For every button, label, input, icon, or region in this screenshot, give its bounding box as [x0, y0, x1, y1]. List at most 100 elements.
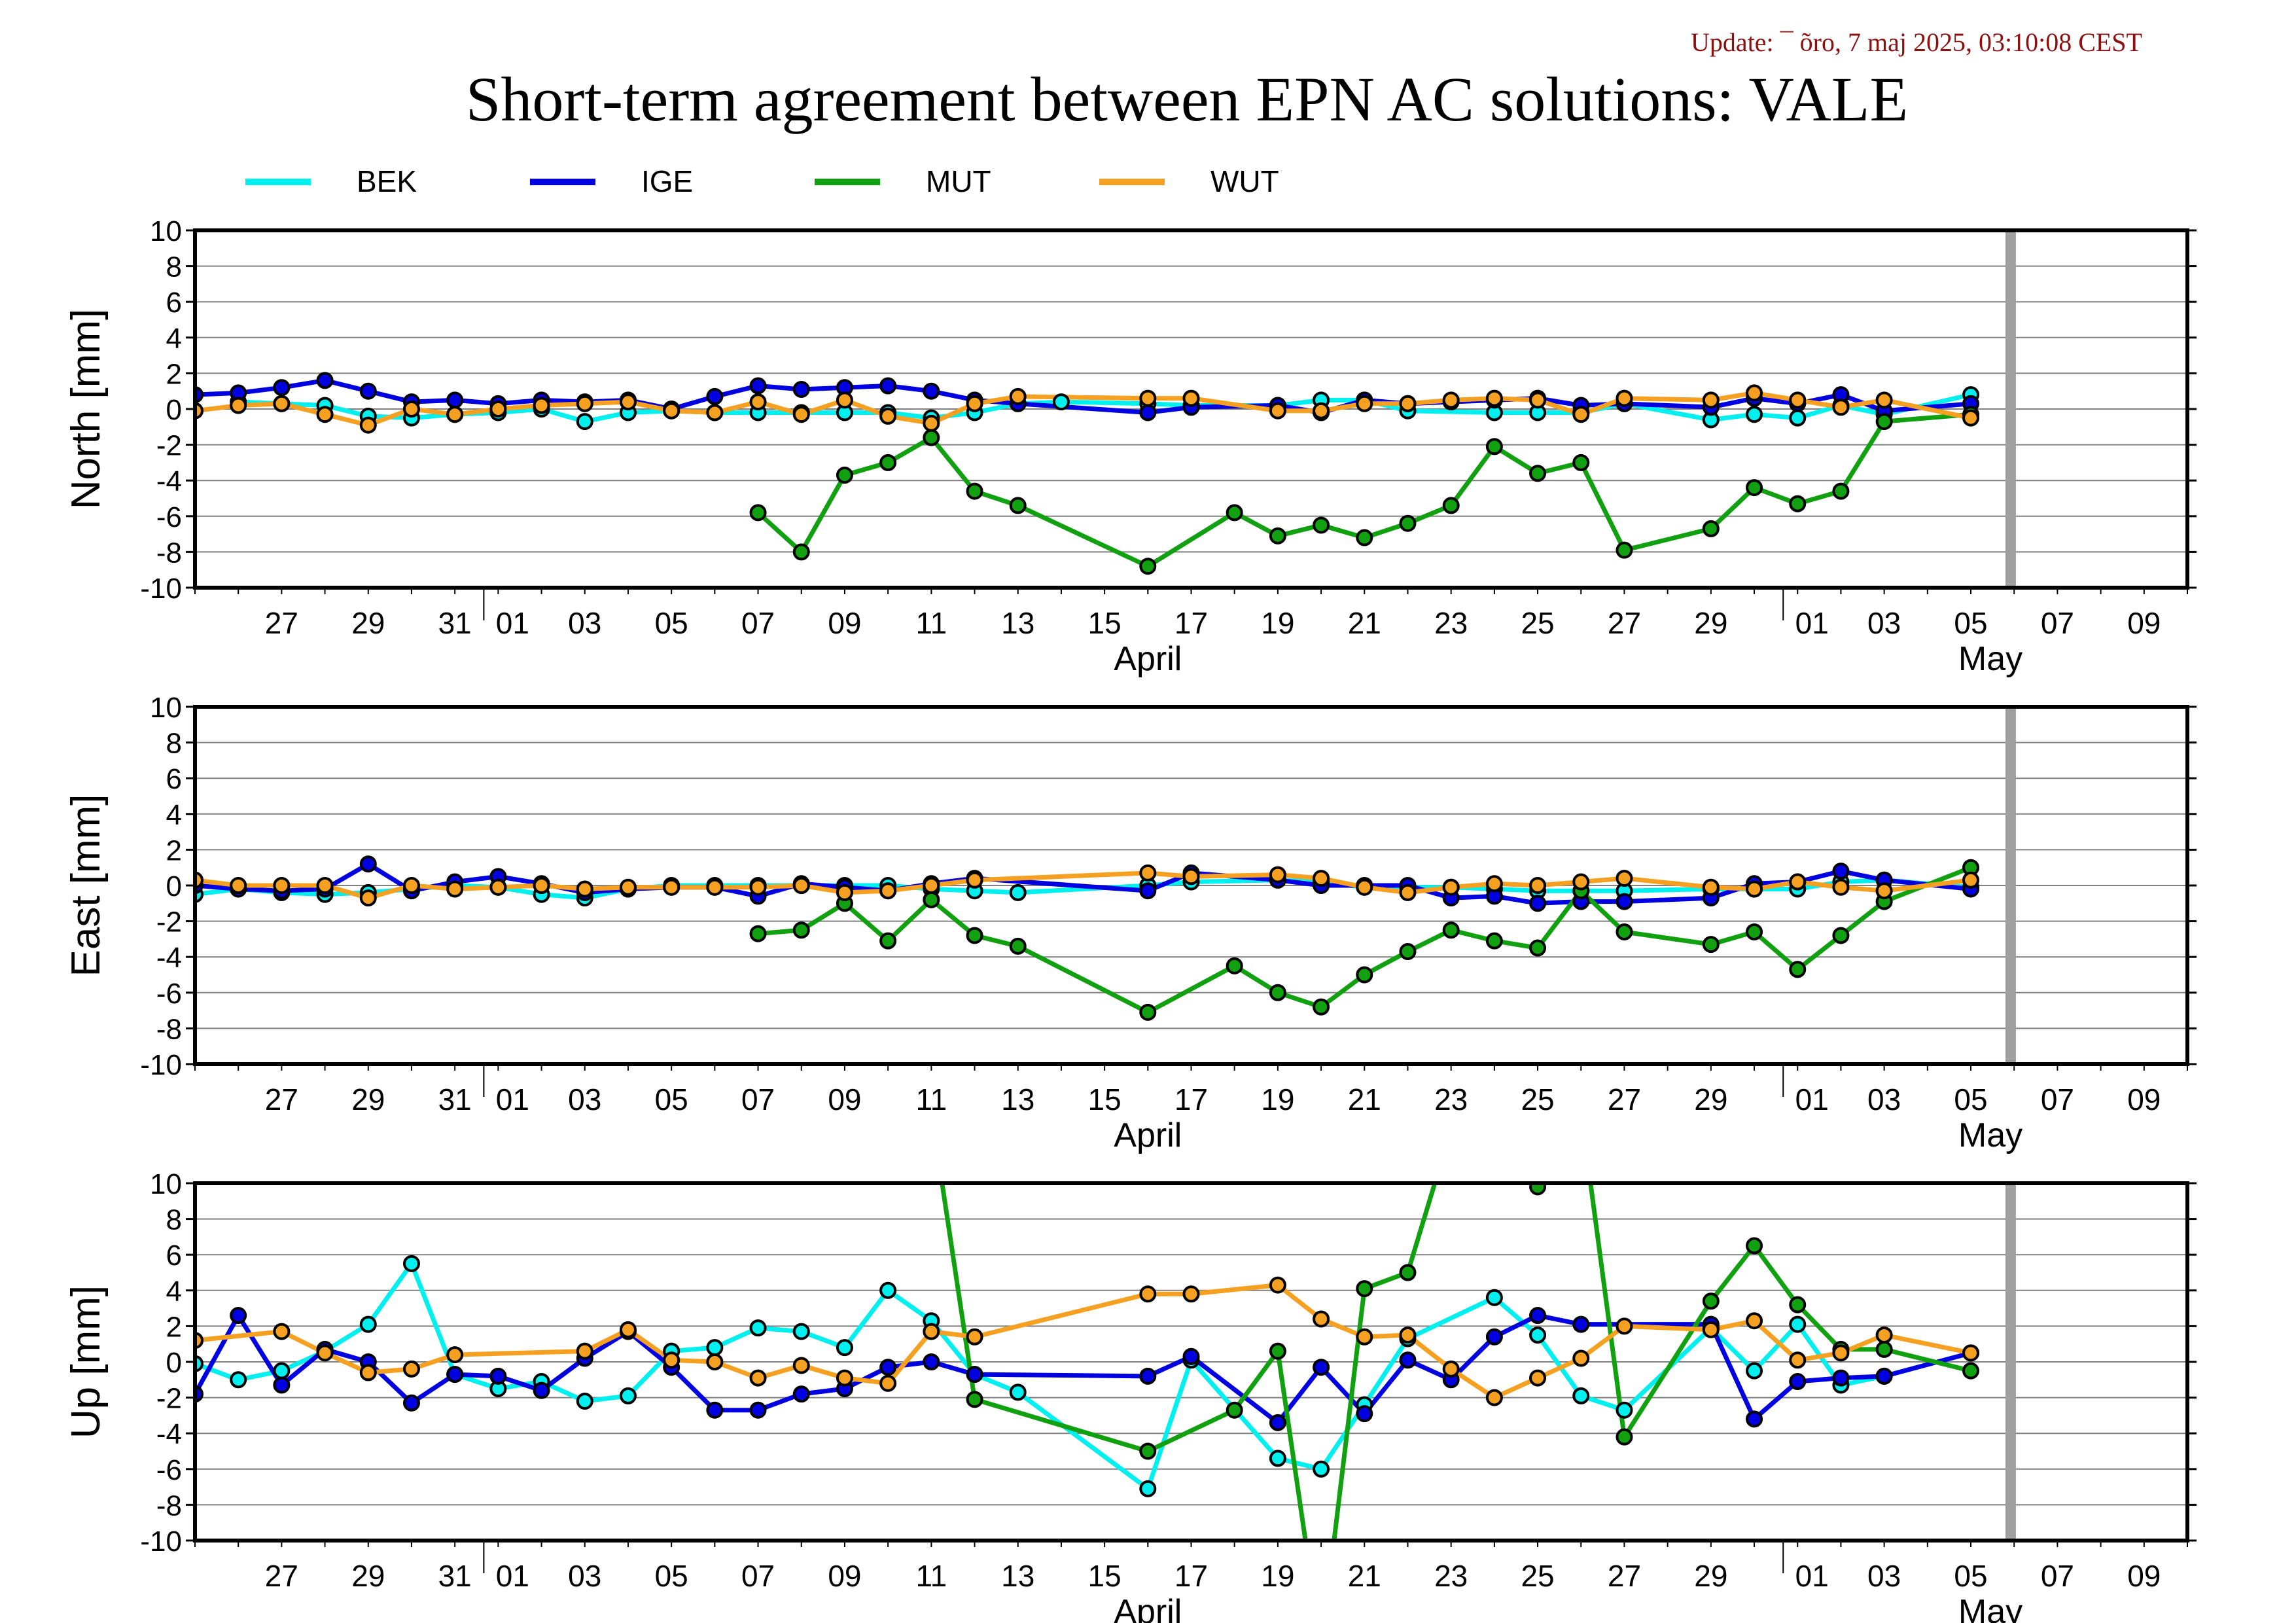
data-point-wut	[1962, 871, 1980, 889]
data-point-mut	[836, 467, 853, 484]
data-point-wut	[1702, 1321, 1720, 1338]
data-point-wut	[1572, 406, 1590, 423]
data-point-bek	[1009, 1383, 1027, 1401]
data-point-ige	[402, 1394, 420, 1412]
data-point-wut	[1746, 384, 1763, 402]
data-point-mut	[1875, 413, 1893, 431]
data-point-ige	[446, 391, 464, 409]
x-tick-label: 03	[1867, 1082, 1901, 1116]
data-point-ige	[706, 387, 724, 405]
legend-label-wut: WUT	[1210, 164, 1279, 198]
x-tick-label: 03	[1867, 1559, 1901, 1593]
data-point-wut	[1485, 389, 1503, 407]
data-point-wut	[1182, 1285, 1200, 1303]
data-point-wut	[402, 1360, 420, 1378]
x-tick-label: 25	[1521, 1082, 1554, 1116]
x-tick-label: 13	[1001, 1559, 1034, 1593]
data-point-mut	[1962, 1362, 1980, 1380]
data-point-ige	[1139, 404, 1157, 421]
y-tick-label: 8	[166, 251, 182, 283]
data-point-bek	[1789, 1315, 1807, 1333]
data-point-ige	[879, 1359, 897, 1376]
y-tick-label: -4	[156, 465, 182, 497]
y-tick-label: 2	[166, 358, 182, 390]
data-point-bek	[1139, 1480, 1157, 1497]
data-point-bek	[576, 1393, 593, 1410]
x-tick-label: 09	[828, 1559, 861, 1593]
x-tick-label: 03	[568, 606, 601, 640]
data-point-wut	[359, 416, 377, 434]
data-point-mut	[1442, 921, 1460, 939]
data-point-mut	[1746, 923, 1763, 940]
data-point-ige	[273, 379, 291, 397]
data-point-mut	[879, 454, 897, 471]
x-tick-label: 27	[265, 1082, 298, 1116]
data-point-wut	[1139, 389, 1157, 407]
data-point-wut	[1269, 402, 1286, 419]
data-point-mut	[1139, 1003, 1157, 1021]
data-point-mut	[1485, 932, 1503, 950]
chart-title: Short-term agreement between EPN AC solu…	[466, 64, 1908, 134]
y-tick-label: 4	[166, 323, 182, 355]
x-tick-label: 17	[1174, 606, 1208, 640]
y-tick-label: -2	[156, 430, 182, 462]
data-point-wut	[836, 391, 853, 409]
data-point-mut	[1875, 1340, 1893, 1358]
data-point-wut	[792, 1357, 810, 1374]
data-point-mut	[1399, 514, 1417, 532]
data-point-ige	[1529, 1307, 1547, 1325]
series-group	[195, 372, 1980, 575]
data-point-ige	[966, 1366, 983, 1383]
data-point-wut	[1269, 866, 1286, 883]
data-point-mut	[1702, 1293, 1720, 1310]
panel-east: 10 86 42 0 -2 -4 -6-8 -10 27 29 31 01 03 05 07 09 11 13 15…	[63, 692, 2197, 1154]
data-point-mut	[792, 921, 810, 939]
data-point-wut	[446, 406, 464, 423]
data-point-ige	[1485, 1328, 1503, 1346]
x-tick-label: 05	[655, 1559, 688, 1593]
data-point-wut	[1789, 391, 1807, 409]
data-point-mut	[1616, 1428, 1633, 1446]
data-point-ige	[1139, 1367, 1157, 1385]
x-tick-label: 29	[351, 606, 385, 640]
y-tick-label: -8	[156, 1013, 182, 1045]
y-tick-label: -10	[140, 1049, 182, 1081]
data-point-wut	[359, 1364, 377, 1382]
data-point-wut	[619, 878, 637, 896]
data-point-wut	[1399, 395, 1417, 412]
x-tick-label: 01	[1795, 1559, 1829, 1593]
x-tick-label: 09	[2127, 1559, 2161, 1593]
data-point-wut	[1616, 389, 1633, 407]
data-point-mut	[879, 932, 897, 950]
panel-up: 10 8 642 0 -2-4 -6-8-10 27 29 31 01 03 05 07 09 11 13 15…	[63, 1168, 2197, 1623]
data-point-wut	[1875, 1327, 1893, 1344]
data-point-wut	[966, 395, 983, 412]
y-tick-label: 8	[166, 728, 182, 760]
data-point-ige	[879, 377, 897, 395]
data-point-bek	[273, 1362, 291, 1380]
panel-frame	[193, 705, 2189, 1066]
data-point-bek	[1052, 393, 1070, 411]
y-tick-label: -8	[156, 537, 182, 569]
data-point-bek	[792, 1323, 810, 1340]
data-point-wut	[619, 1321, 637, 1338]
y-tick-label: -6	[156, 501, 182, 533]
x-tick-label: 17	[1174, 1559, 1208, 1593]
data-point-mut	[1399, 943, 1417, 961]
data-point-wut	[1875, 882, 1893, 900]
y-tick-label: 8	[166, 1204, 182, 1236]
series-line-mut	[758, 865, 1972, 1015]
x-tick-label: 31	[438, 606, 472, 640]
data-point-mut	[1356, 529, 1373, 546]
x-tick-label: 27	[1608, 606, 1641, 640]
data-point-ige	[230, 1307, 247, 1325]
x-tick-label: 19	[1261, 1559, 1294, 1593]
y-tick-label: -2	[156, 906, 182, 938]
data-point-wut	[1746, 880, 1763, 898]
x-tick-label: 17	[1174, 1082, 1208, 1116]
data-point-bek	[359, 1315, 377, 1333]
data-point-wut	[1962, 409, 1980, 427]
data-point-wut	[316, 406, 334, 423]
x-tick-label: 05	[1954, 606, 1987, 640]
data-point-wut	[489, 878, 507, 896]
